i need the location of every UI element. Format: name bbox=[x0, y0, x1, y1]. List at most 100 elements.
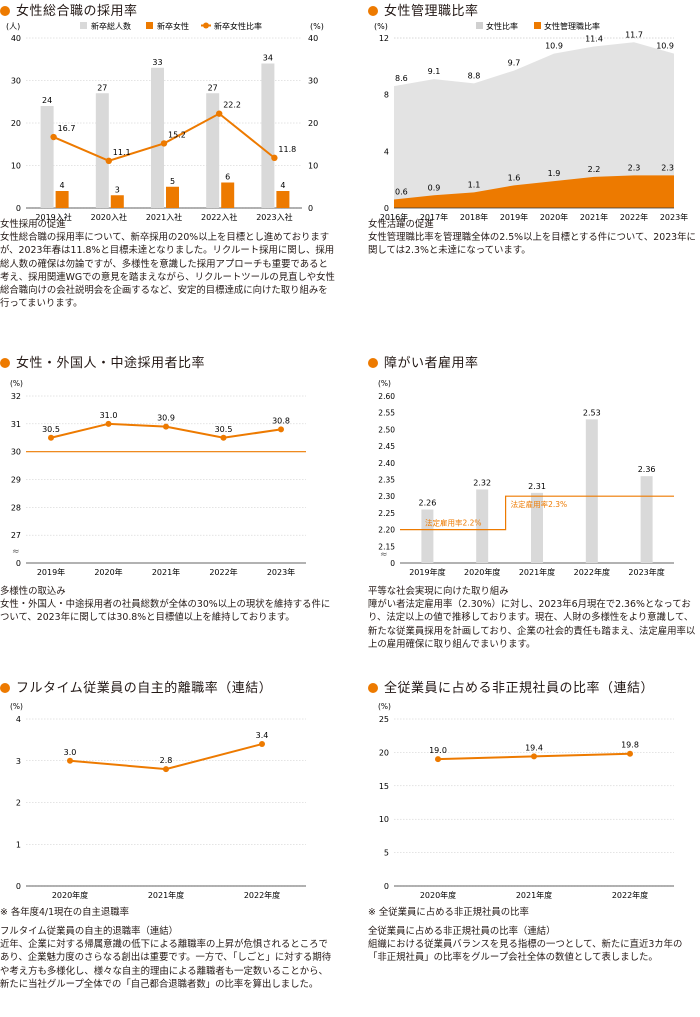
legend-marker bbox=[203, 22, 209, 29]
line-point bbox=[163, 423, 169, 430]
y-tick: 2.45 bbox=[378, 442, 395, 451]
x-tick-label: 2019入社 bbox=[35, 212, 71, 222]
y-tick: 25 bbox=[379, 715, 389, 724]
x-tick-label: 2019年 bbox=[37, 567, 65, 577]
area-total bbox=[394, 42, 674, 208]
y-tick: 4 bbox=[16, 715, 21, 724]
y-tick-right: 40 bbox=[308, 34, 318, 43]
data-label: 1.1 bbox=[468, 180, 481, 189]
panel-female-manager-ratio: 女性管理職比率 女性比率 女性管理職比率 (%) 0 4 8 12 8.6 9.1 8.8 9.7 1… bbox=[368, 0, 700, 340]
bar bbox=[166, 186, 179, 208]
y-tick-left: 20 bbox=[11, 119, 21, 128]
legend-swatch bbox=[534, 22, 541, 29]
y-tick: 2.40 bbox=[378, 459, 395, 468]
data-label: 2.3 bbox=[661, 163, 674, 172]
y-tick: 8 bbox=[384, 91, 389, 100]
y-tick: 2.35 bbox=[378, 476, 395, 485]
data-label: 3.0 bbox=[64, 748, 77, 757]
description: 多様性の取込み 女性・外国人・中途採用者の社員総数が全体の30%以上の現状を維持… bbox=[0, 586, 331, 624]
y-tick-left: 0 bbox=[16, 204, 21, 213]
legend-label: 新卒総人数 bbox=[91, 21, 131, 31]
y-tick: 2.15 bbox=[378, 542, 395, 551]
data-label: 19.8 bbox=[621, 741, 639, 750]
data-label: 1.6 bbox=[508, 173, 521, 182]
data-label: 6 bbox=[225, 173, 230, 182]
bar bbox=[206, 93, 220, 208]
chart-disability-employment: (%) 2.15 2.20 2.25 2.30 2.35 2.40 2.45 2.50 2.55 2… bbox=[378, 379, 674, 577]
bar bbox=[55, 191, 69, 208]
x-tick-label: 2021入社 bbox=[146, 212, 182, 222]
y-tick: 2.60 bbox=[378, 392, 395, 401]
y-tick: 10 bbox=[379, 815, 389, 824]
data-label: 11.4 bbox=[585, 35, 603, 44]
chart-voluntary-turnover: (%) 0 1 2 3 4 2020年度 2021年度 2022年度 3.0 2.8 3.4 bbox=[10, 702, 306, 900]
y-tick: 2 bbox=[16, 799, 21, 808]
legend-label: 女性管理職比率 bbox=[544, 21, 600, 31]
panel-title: 女性総合職の採用率 bbox=[0, 0, 138, 19]
description: 全従業員に占める非正規社員の比率（連結） 組織における従業員バランスを見る指標の… bbox=[368, 926, 683, 964]
data-label: 8.6 bbox=[395, 74, 408, 83]
line-point bbox=[435, 756, 441, 763]
bar bbox=[151, 67, 164, 208]
data-label: 3 bbox=[115, 185, 120, 194]
line-point bbox=[271, 154, 278, 162]
y-tick-left: 10 bbox=[11, 162, 21, 171]
y-tick: 29 bbox=[11, 476, 21, 485]
panel-title: 女性管理職比率 bbox=[368, 0, 479, 19]
y-unit: (%) bbox=[378, 379, 391, 388]
data-label: 9.1 bbox=[428, 67, 441, 76]
data-label: 5 bbox=[170, 177, 175, 186]
bar bbox=[476, 489, 489, 563]
x-tick-label: 2023入社 bbox=[256, 212, 292, 222]
data-label: 2.32 bbox=[473, 479, 491, 488]
legal-rate-label: 法定雇用率2.2% bbox=[425, 518, 482, 528]
x-tick-label: 2023年度 bbox=[628, 567, 664, 577]
bar bbox=[640, 476, 653, 563]
y-unit-right: (%) bbox=[310, 22, 324, 31]
data-label: 27 bbox=[208, 83, 218, 92]
y-tick-left: 40 bbox=[11, 34, 21, 43]
line-label: 16.7 bbox=[58, 124, 76, 133]
x-tick-label: 2021年度 bbox=[148, 890, 184, 900]
data-label: 10.9 bbox=[545, 42, 563, 51]
line-point bbox=[220, 434, 227, 441]
legal-rate-line bbox=[400, 495, 674, 531]
y-tick: 0 bbox=[16, 882, 21, 891]
description: フルタイム従業員の自主的退職率（連結） 近年、企業に対する帰属意識の低下による離… bbox=[0, 926, 332, 990]
bullet-icon bbox=[0, 6, 10, 16]
line-point bbox=[259, 741, 265, 748]
axis-break-icon: ≈ bbox=[380, 550, 388, 560]
x-tick-label: 2016年 bbox=[380, 212, 408, 222]
y-tick: 2.50 bbox=[378, 425, 395, 434]
line-point bbox=[278, 426, 284, 433]
x-tick-label: 2020年度 bbox=[464, 567, 500, 577]
data-label: 2.8 bbox=[160, 756, 173, 765]
y-unit-left: (人) bbox=[6, 22, 20, 31]
x-tick-label: 2021年度 bbox=[519, 567, 555, 577]
line-point bbox=[105, 157, 113, 165]
bar bbox=[110, 195, 124, 208]
data-label: 2.3 bbox=[628, 163, 641, 172]
y-tick-right: 0 bbox=[308, 204, 313, 213]
y-tick-left: 30 bbox=[11, 77, 21, 86]
x-tick-label: 2021年 bbox=[152, 567, 180, 577]
y-tick: 30 bbox=[11, 448, 21, 457]
chart-female-manager-ratio: 女性比率 女性管理職比率 (%) 0 4 8 12 8.6 9.1 8.8 9.7 10.9 11.4 1… bbox=[374, 21, 688, 222]
description: 女性活躍の促進 女性管理職比率を管理職全体の2.5%以上を目標とする件について、… bbox=[368, 219, 696, 257]
legend-label: 新卒女性比率 bbox=[214, 21, 262, 31]
data-label: 9.7 bbox=[508, 59, 521, 68]
x-tick-label: 2022年 bbox=[209, 567, 237, 577]
bullet-icon bbox=[368, 6, 378, 16]
y-tick-right: 20 bbox=[308, 119, 318, 128]
data-label: 2.36 bbox=[638, 465, 656, 474]
bar bbox=[261, 63, 275, 208]
legend-swatch bbox=[146, 22, 153, 29]
panel-title: 全従業員に占める非正規社員の比率（連結） bbox=[368, 677, 654, 696]
line-point bbox=[50, 133, 57, 141]
chart-female-hire-rate: 新卒総人数 新卒女性 新卒女性比率 (人) (%) 0 0 10 10 20 20 30 30 40 40 2… bbox=[6, 21, 324, 222]
data-label: 30.5 bbox=[215, 425, 233, 434]
line-point bbox=[531, 753, 537, 760]
y-tick: 0 bbox=[16, 559, 21, 568]
legend-swatch bbox=[476, 22, 483, 29]
x-tick-label: 2020入社 bbox=[91, 212, 127, 222]
